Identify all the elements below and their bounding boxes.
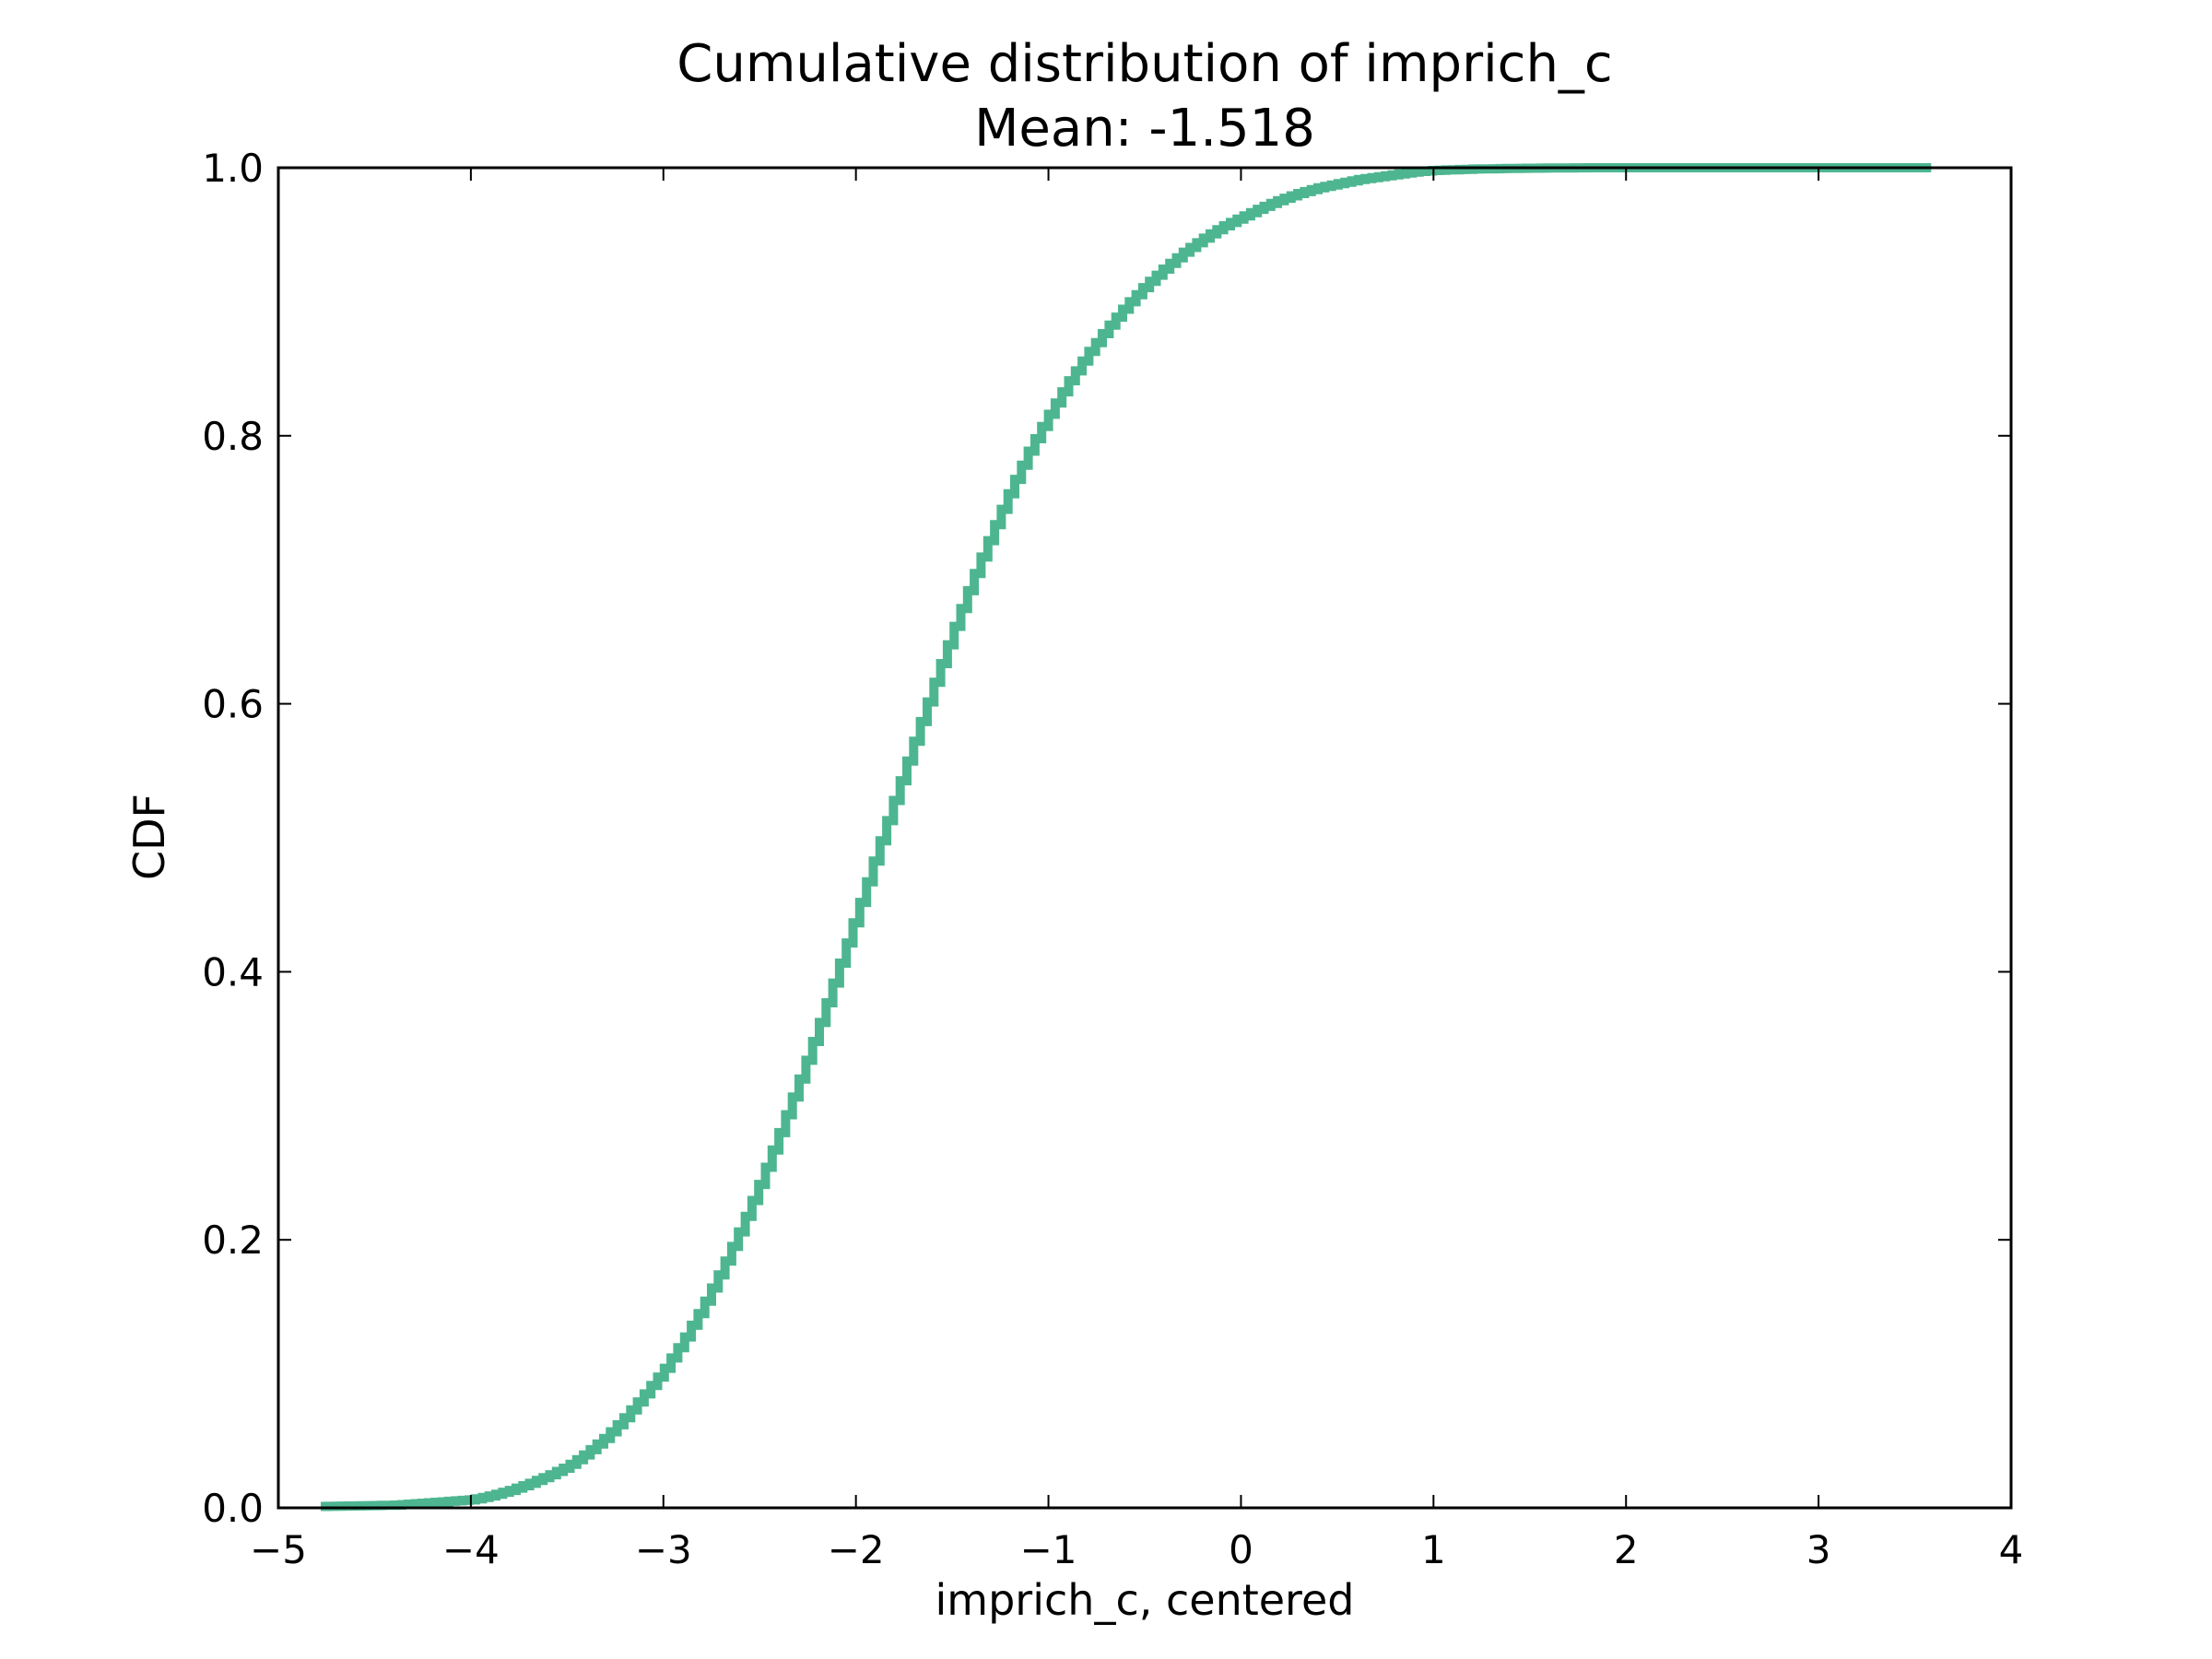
plot-area: −5 −4 −3 −2 −1 0 1 2 3 4 0.0 0.2 0.4 0.6 0.8 1.0 xyxy=(202,146,2023,1572)
y-tick-label: 0.0 xyxy=(202,1486,264,1531)
plot-frame xyxy=(276,166,2013,1510)
chart-title: Cumulative distribution of imprich_c xyxy=(677,34,1612,94)
x-tick-label: −5 xyxy=(250,1527,307,1572)
x-tick-label: 2 xyxy=(1614,1527,1639,1572)
y-tick-label: 0.4 xyxy=(202,949,264,994)
x-tick-label: 1 xyxy=(1421,1527,1446,1572)
x-tick-label: −3 xyxy=(635,1527,692,1572)
x-tick-label: −4 xyxy=(442,1527,500,1572)
x-tick-label: −1 xyxy=(1020,1527,1077,1572)
y-axis-label: CDF xyxy=(124,794,174,880)
x-tick-label: −2 xyxy=(828,1527,885,1572)
x-tick-label: 0 xyxy=(1229,1527,1253,1572)
chart-subtitle: Mean: -1.518 xyxy=(974,99,1315,159)
x-axis-label: imprich_c, centered xyxy=(935,1575,1355,1625)
y-tick-label: 1.0 xyxy=(202,146,264,191)
y-tick-label: 0.2 xyxy=(202,1218,264,1263)
y-tick-label: 0.6 xyxy=(202,682,264,727)
x-tick-label: 3 xyxy=(1806,1527,1831,1572)
x-tick-label: 4 xyxy=(1999,1527,2024,1572)
y-tick-label: 0.8 xyxy=(202,414,264,459)
